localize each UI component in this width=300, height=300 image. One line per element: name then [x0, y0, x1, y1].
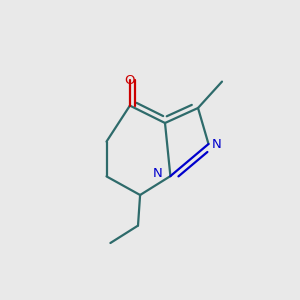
- Text: N: N: [212, 137, 221, 151]
- Text: O: O: [125, 74, 135, 87]
- Text: N: N: [153, 167, 163, 180]
